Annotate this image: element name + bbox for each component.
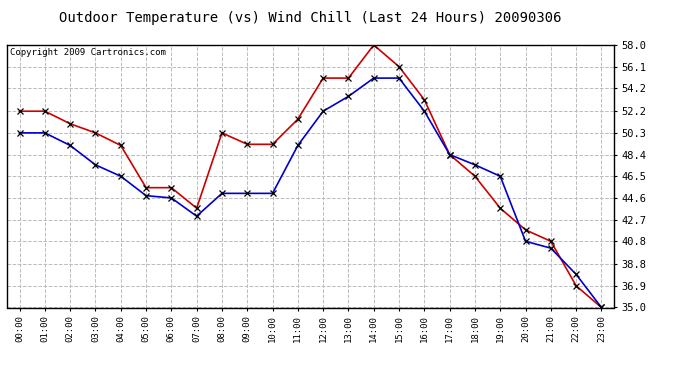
Text: Copyright 2009 Cartronics.com: Copyright 2009 Cartronics.com — [10, 48, 166, 57]
Text: Outdoor Temperature (vs) Wind Chill (Last 24 Hours) 20090306: Outdoor Temperature (vs) Wind Chill (Las… — [59, 11, 562, 25]
